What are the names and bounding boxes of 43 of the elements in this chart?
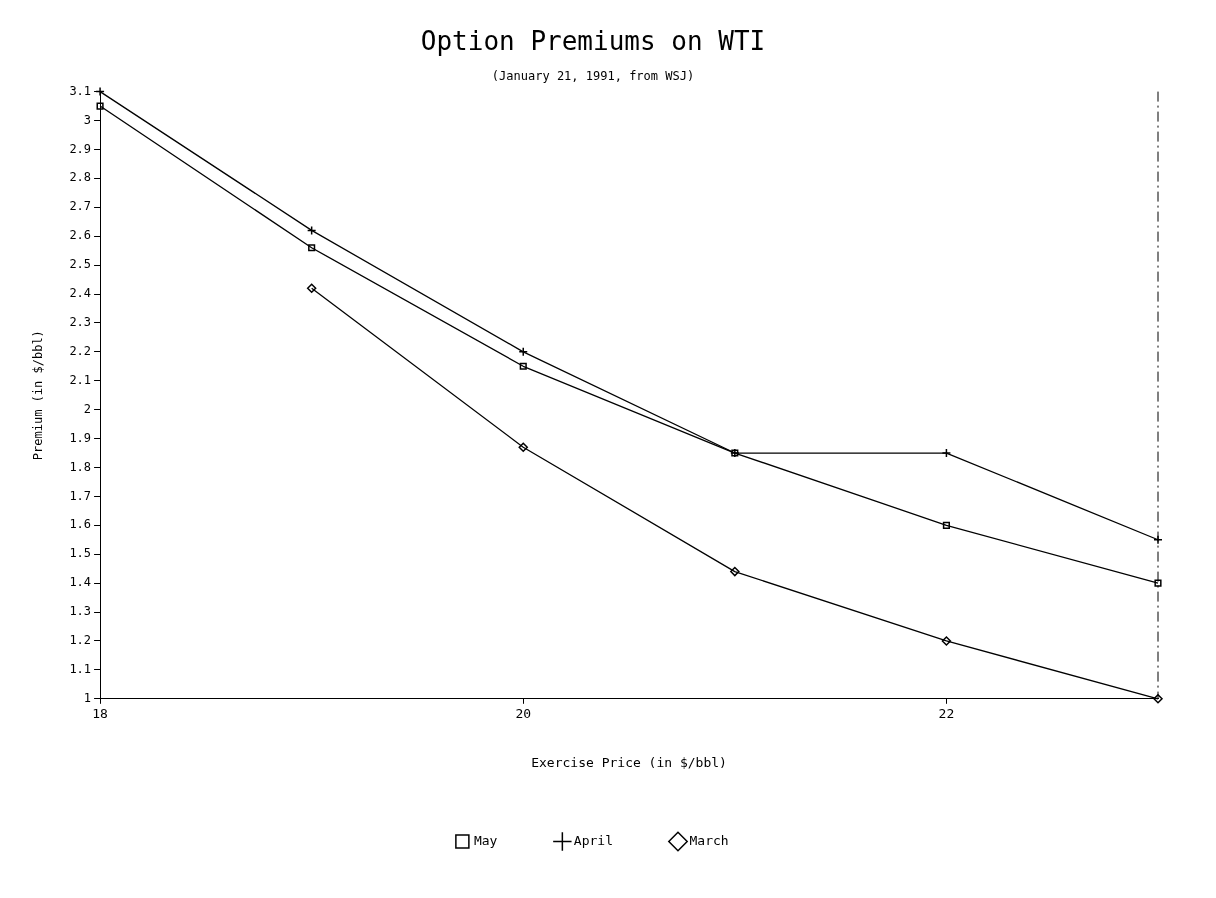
- legend-label: April: [573, 832, 613, 848]
- y-tick-label: 2: [83, 401, 92, 416]
- y-tick-label: 1: [83, 690, 92, 705]
- y-tick-label: 1.1: [69, 662, 92, 677]
- point: [1153, 694, 1163, 704]
- point: [941, 636, 952, 646]
- y-tick-label: 2.8: [69, 170, 92, 185]
- y-tick-label: 1.8: [69, 459, 92, 474]
- y-tick-label: 1.6: [69, 517, 92, 532]
- point: [941, 448, 952, 458]
- point: [730, 566, 740, 577]
- point: [519, 362, 527, 370]
- x-tick-label: 20: [515, 705, 532, 721]
- y-tick-label: 2.7: [69, 199, 92, 214]
- y-tick-label: 2.3: [69, 315, 92, 330]
- chart-subtitle: (January 21, 1991, from WSJ): [491, 68, 695, 83]
- x-tick-label: 22: [938, 705, 955, 721]
- y-tick-label: 1.2: [69, 633, 92, 648]
- y-tick-label: 2.4: [69, 286, 92, 301]
- y-tick-label: 3: [83, 112, 92, 127]
- y-tick-label: 1.5: [69, 546, 92, 561]
- point: [1154, 579, 1162, 587]
- point: [96, 102, 104, 110]
- y-tick-label: 2.5: [69, 257, 92, 272]
- point: [518, 442, 528, 452]
- y-tick-label: 1.7: [69, 488, 92, 503]
- chart-title: Option Premiums on WTI: [420, 26, 766, 57]
- y-tick-label: 2.9: [69, 141, 92, 156]
- y-tick-label: 2.2: [69, 343, 92, 358]
- legend-label: March: [689, 832, 729, 848]
- y-tick-label: 2.1: [69, 372, 92, 387]
- point: [308, 244, 316, 252]
- legend-label: May: [473, 832, 498, 848]
- x-tick-label: 18: [92, 705, 108, 721]
- point: [306, 283, 317, 293]
- y-axis-title: Premium (in $/bbl): [31, 330, 46, 461]
- y-tick-label: 1.4: [69, 575, 92, 590]
- y-tick-label: 1.9: [69, 430, 92, 445]
- x-axis-title: Exercise Price (in $/bbl): [531, 754, 727, 770]
- y-tick-label: 3.1: [69, 83, 92, 98]
- point: [942, 521, 950, 529]
- y-tick-label: 1.3: [69, 604, 92, 619]
- y-tick-label: 2.6: [69, 228, 92, 243]
